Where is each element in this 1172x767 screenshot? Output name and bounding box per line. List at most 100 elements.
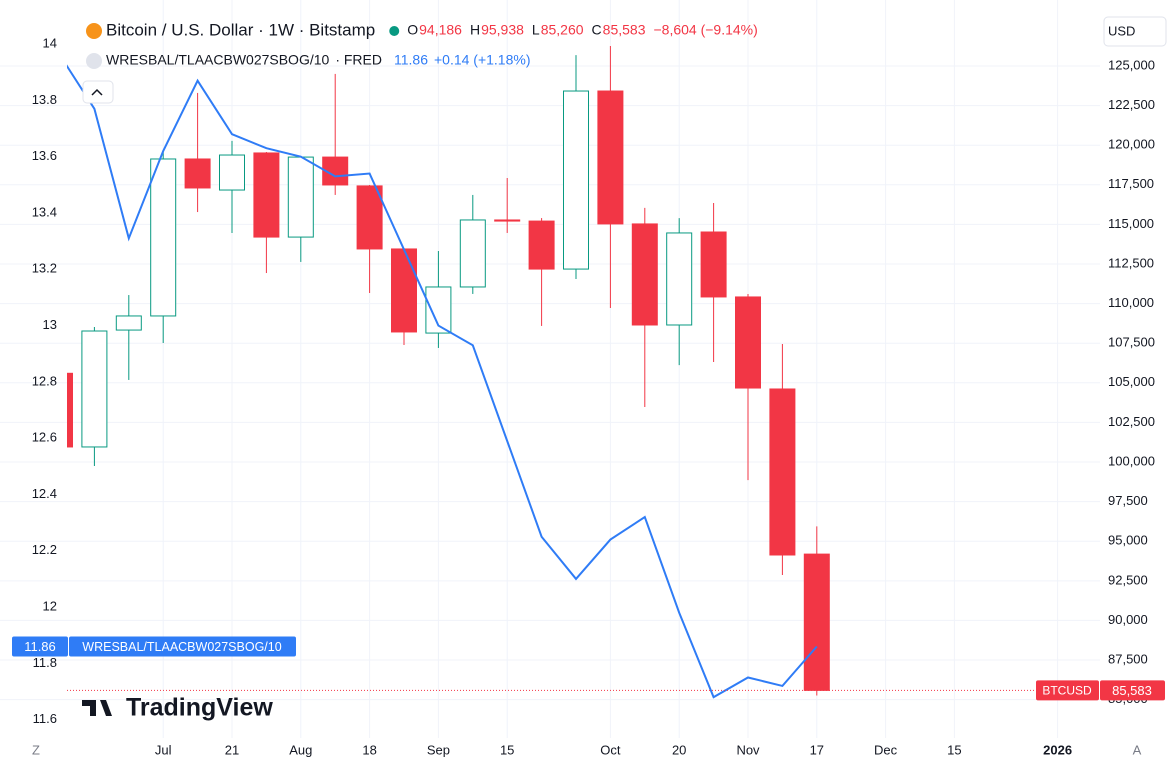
currency-button[interactable]	[1103, 16, 1167, 47]
x-tick-label: 20	[672, 742, 686, 757]
timezone-button[interactable]: Z	[32, 742, 40, 757]
candle-body	[150, 158, 177, 317]
overlay: 125,000 122,500 120,000 117,500 115,000 112,5…	[12, 16, 1167, 757]
y-tick-label: 13.2	[32, 261, 57, 276]
x-tick-label: Aug	[289, 742, 312, 757]
line-source: · FRED	[335, 52, 382, 68]
y2-tick-label: 87,500	[1108, 651, 1148, 666]
y2-tick-label: 117,500	[1108, 176, 1154, 191]
candle-body	[81, 330, 108, 448]
x-tick-label: 15	[947, 742, 961, 757]
candle-body	[184, 158, 211, 189]
price-tag-bg	[1100, 680, 1165, 701]
y-tick-label: 12	[43, 599, 57, 614]
candle-body	[67, 372, 73, 448]
candle-body	[735, 296, 761, 389]
x-tick-label: Dec	[874, 742, 898, 757]
line-series	[67, 64, 818, 699]
candle-body	[803, 553, 830, 691]
x-tick-label: 18	[362, 742, 376, 757]
candle-body	[115, 315, 142, 331]
plot	[67, 46, 830, 699]
line-change: +0.14 (+1.18%)	[434, 52, 531, 68]
symbol-tag-bg	[1036, 680, 1099, 701]
y-tick-label: 12.6	[32, 430, 57, 445]
y2-tick-label: 90,000	[1108, 612, 1148, 627]
symbol-tag: BTCUSD	[1042, 684, 1092, 698]
y2-tick-label: 102,500	[1108, 414, 1155, 429]
price-tag: 85,583	[1112, 683, 1152, 698]
y-tick-label: 11.8	[33, 655, 57, 670]
candle-body	[631, 223, 658, 326]
line-icon	[86, 53, 102, 69]
y2-tick-label: 95,000	[1108, 533, 1148, 548]
ohlc-key: H	[470, 22, 480, 38]
line-value: 11.86	[394, 52, 428, 68]
grid	[0, 0, 1100, 738]
y-tick-label: 12.8	[32, 373, 57, 388]
x-tick-label: 2026	[1043, 742, 1072, 757]
candle-body	[425, 286, 452, 334]
collapse-icon	[91, 88, 103, 96]
y2-tick-label: 125,000	[1108, 57, 1155, 72]
ohlc-value: 85,260	[541, 22, 584, 38]
x-tick-label: 21	[225, 742, 239, 757]
ohlc-value: 94,186	[419, 22, 462, 38]
y-tick-label: 13.4	[32, 204, 57, 219]
candle-body	[528, 220, 555, 270]
ohlc-key: O	[407, 22, 418, 38]
candle-body	[769, 388, 796, 556]
candle-body	[287, 156, 314, 238]
y2-tick-label: 100,000	[1108, 453, 1155, 468]
y2-tick-label: 110,000	[1108, 295, 1154, 310]
line-name: WRESBAL/TLAACBW027SBOG/10	[106, 52, 330, 68]
market-status	[389, 26, 400, 36]
symbol-title: Bitcoin / U.S. Dollar · 1W · Bitstamp	[106, 20, 375, 39]
ohlc-key: L	[532, 22, 540, 38]
y2-tick-label: 120,000	[1108, 137, 1155, 152]
logo-text: TradingView	[126, 694, 273, 722]
y-tick-label: 11.6	[33, 711, 57, 726]
y2-tick-label: 112,500	[1108, 255, 1154, 270]
x-tick-label: Nov	[736, 742, 760, 757]
x-tick-label: Oct	[600, 742, 621, 757]
candle-body	[459, 219, 486, 288]
x-tick-label: Sep	[427, 742, 450, 757]
ohlc-value: 85,583	[603, 22, 646, 38]
change: −8,604 (−9.14%)	[653, 22, 757, 38]
candle-body	[700, 231, 727, 298]
x-tick-label: 15	[500, 742, 514, 757]
y-tick-label: 12.4	[32, 486, 57, 501]
candle-body	[666, 232, 693, 326]
candle-body	[563, 90, 589, 270]
y2-tick-label: 107,500	[1108, 335, 1155, 350]
candle-body	[356, 185, 383, 250]
y-tick-label: 13	[43, 317, 57, 332]
line-name-tag-bg	[69, 636, 296, 657]
y2-tick-label: 122,500	[1108, 97, 1155, 112]
y-tick-label: 13.6	[32, 148, 57, 163]
x-tick-label: 17	[810, 742, 824, 757]
y-tick-label: 12.2	[32, 542, 57, 557]
candle-body	[253, 152, 280, 238]
candle-body	[219, 154, 245, 191]
line-name-tag: WRESBAL/TLAACBW027SBOG/10	[82, 640, 281, 654]
line-value-tag-bg	[12, 636, 68, 657]
btc-icon	[86, 23, 102, 39]
candle-body	[391, 248, 417, 333]
y-tick-label: 13.8	[32, 92, 57, 107]
y2-tick-label: 92,500	[1108, 572, 1148, 587]
candle-body	[494, 219, 521, 222]
candle-body	[597, 90, 624, 225]
x-tick-label: Jul	[155, 742, 172, 757]
y2-tick-label: 115,000	[1108, 216, 1154, 231]
ohlc-key: C	[592, 22, 602, 38]
logo-mark	[82, 700, 112, 716]
y2-tick-label: 97,500	[1108, 493, 1148, 508]
ohlc-value: 95,938	[481, 22, 524, 38]
currency-label: USD	[1108, 23, 1135, 38]
y-tick-label: 14	[43, 36, 57, 51]
auto-scale-button[interactable]: A	[1133, 742, 1142, 757]
y2-tick-label: 105,000	[1108, 374, 1155, 389]
